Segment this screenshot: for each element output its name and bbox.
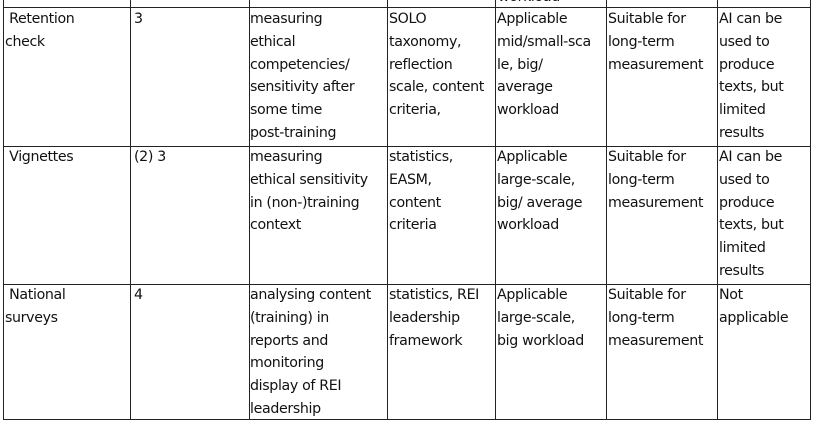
cell-measurement: Suitable for long-term measurement: [608, 287, 704, 349]
table-border: [717, 0, 718, 420]
cell-method: National surveys: [5, 287, 66, 326]
cell-measurement: Suitable for long-term measurement: [608, 149, 704, 211]
table-border: [3, 146, 811, 147]
table-border: [606, 0, 607, 420]
cell-level: 4: [134, 287, 143, 303]
table-border: [130, 0, 131, 420]
cell-applicability: Applicable large-scale, big/ average wor…: [497, 149, 583, 234]
cell-analysis: SOLO taxonomy, reflection scale, content…: [389, 11, 484, 119]
cell-applicability: Applicable mid/small-sca le, big/ averag…: [497, 11, 591, 119]
table-border: [387, 0, 388, 420]
table-border: [3, 284, 811, 285]
cell-method: Retention check: [5, 11, 75, 50]
cell-purpose: analysing content (training) in reports …: [250, 287, 371, 417]
cell-method: Vignettes: [5, 149, 74, 165]
cell-level: (2) 3: [134, 149, 166, 165]
partial-cell-text: workload: [498, 0, 560, 8]
cell-applicability: Applicable large-scale, big workload: [497, 287, 584, 349]
cell-measurement: Suitable for long-term measurement: [608, 11, 704, 73]
cell-ai: Not applicable: [719, 287, 789, 326]
cell-purpose: measuring ethical sensitivity in (non-)t…: [250, 149, 368, 234]
table-border: [3, 7, 811, 8]
table-border: [3, 0, 4, 420]
cell-analysis: statistics, REI leadership framework: [389, 287, 480, 349]
cell-purpose: measuring ethical competencies/ sensitiv…: [250, 11, 355, 141]
table-border: [495, 0, 496, 420]
table-border: [3, 419, 811, 420]
cell-analysis: statistics, EASM, content criteria: [389, 149, 453, 234]
table-border: [249, 0, 250, 420]
cell-level: 3: [134, 11, 143, 27]
cell-ai: AI can be used to produce texts, but lim…: [719, 11, 784, 141]
partial-row: workload: [0, 0, 814, 8]
cell-ai: AI can be used to produce texts, but lim…: [719, 149, 784, 279]
table-border: [810, 0, 811, 420]
